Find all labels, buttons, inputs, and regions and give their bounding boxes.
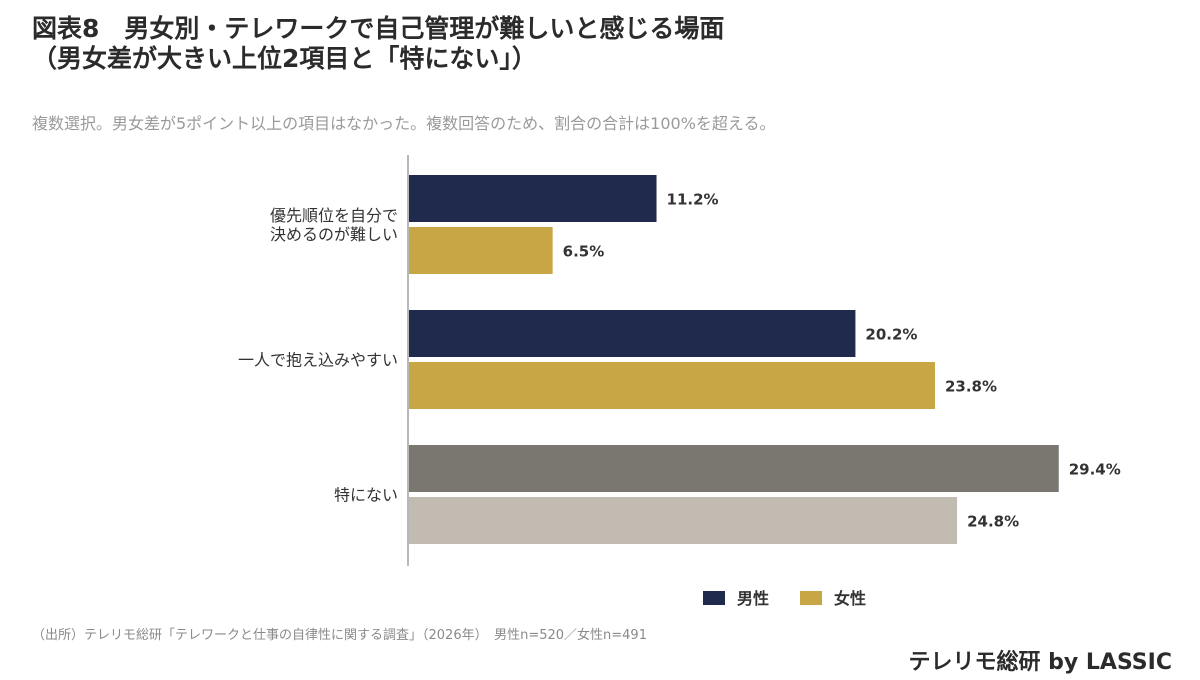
data-label: 11.2% [667,191,719,209]
category-label: 優先順位を自分で [270,206,398,225]
data-label: 29.4% [1069,461,1121,479]
bar [409,362,935,409]
category-label: 特にない [334,486,398,505]
legend-swatch [703,591,725,605]
bar [409,227,553,274]
legend-swatch [800,591,822,605]
brand-label: テレリモ総研 by LASSIC [908,650,1173,675]
data-label: 24.8% [967,513,1019,531]
legend-label: 女性 [834,589,866,608]
chart-title: 図表8 男女別・テレワークで自己管理が難しいと感じる場面 （男女差が大きい上位2… [32,14,724,74]
bar [409,310,856,357]
category-label: 決めるのが難しい [270,225,398,244]
data-label: 23.8% [945,378,997,396]
bar [409,175,657,222]
chart-title-line2: （男女差が大きい上位2項目と「特にない」） [32,44,537,73]
bar [409,445,1059,492]
source-note: （出所）テレリモ総研「テレワークと仕事の自律性に関する調査」（2026年） 男性… [32,628,647,643]
data-label: 6.5% [563,243,605,261]
chart-title-line1: 図表8 男女別・テレワークで自己管理が難しいと感じる場面 [32,14,725,43]
bar [409,497,958,544]
data-label: 20.2% [865,326,917,344]
category-label: 一人で抱え込みやすい [238,351,398,370]
legend-label: 男性 [737,589,769,608]
chart-subtitle: 複数選択。男女差が5ポイント以上の項目はなかった。複数回答のため、割合の合計は1… [32,114,776,133]
